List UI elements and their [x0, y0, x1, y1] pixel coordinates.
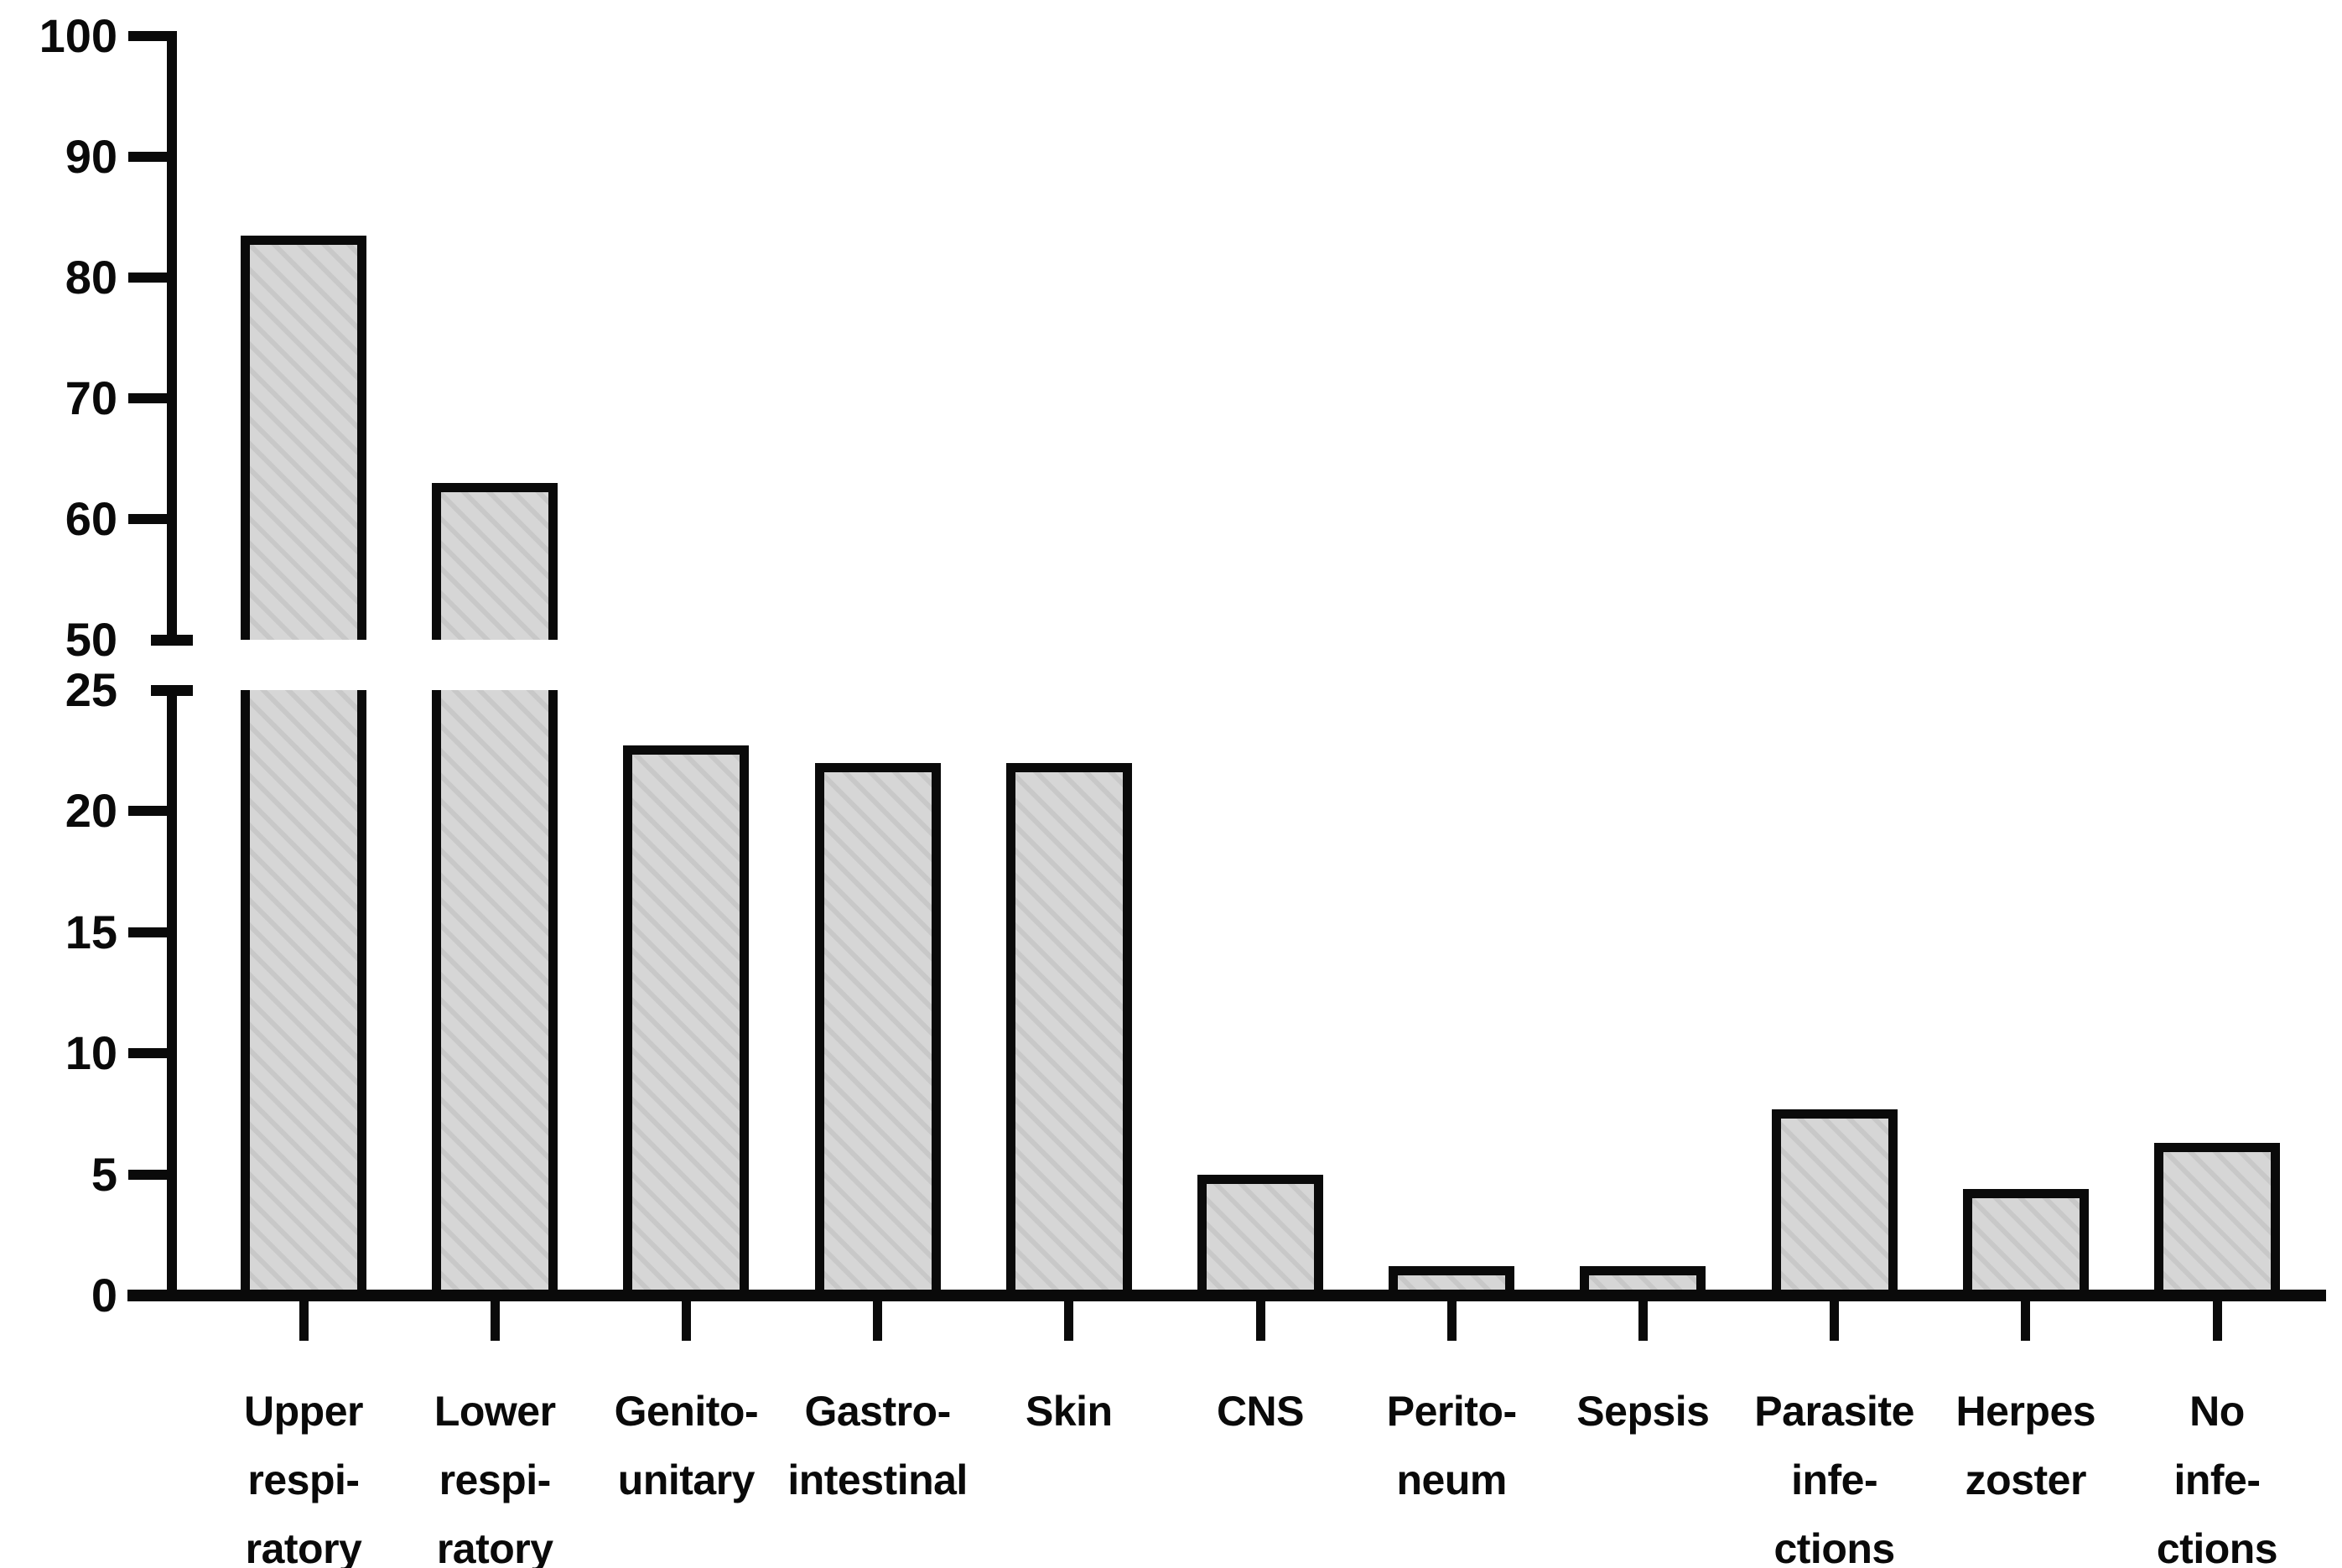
y-axis-break-cap-upper: [151, 635, 193, 646]
bar-cns: [1197, 1174, 1323, 1295]
y-tick-label-15: 15: [65, 905, 117, 958]
x-tick-no-infections: [2212, 1295, 2222, 1341]
x-tick-lower-respiratory: [490, 1295, 500, 1341]
y-tick-70: [128, 393, 172, 403]
bar-lower-respiratory-upper-segment: [432, 482, 558, 640]
x-tick-gastro-intestinal: [873, 1295, 883, 1341]
x-tick-peritoneum: [1446, 1295, 1457, 1341]
y-tick-10: [128, 1048, 172, 1059]
x-label-cns: CNS: [1216, 1388, 1305, 1435]
x-label-lower-respiratory: Lower respi- ratory: [434, 1388, 556, 1568]
x-tick-parasite-infections: [1830, 1295, 1840, 1341]
bar-gastro-intestinal: [814, 762, 941, 1295]
y-tick-80: [128, 273, 172, 283]
x-label-genito-unitary: Genito- unitary: [614, 1388, 759, 1503]
y-tick-label-5: 5: [91, 1147, 117, 1201]
bar-upper-respiratory-lower-segment: [241, 690, 366, 1295]
y-tick-100: [128, 31, 172, 41]
bar-herpes-zoster: [1962, 1188, 2089, 1295]
x-label-sepsis: Sepsis: [1576, 1388, 1710, 1435]
y-tick-label-80: 80: [65, 251, 117, 304]
x-axis: [127, 1290, 2326, 1301]
y-tick-label-70: 70: [65, 371, 117, 424]
x-label-parasite-infections: Parasite infe- ctions: [1754, 1388, 1914, 1568]
y-tick-15: [128, 927, 172, 937]
y-axis-lower-segment: [167, 685, 177, 1301]
y-tick-label-20: 20: [65, 784, 117, 838]
x-tick-sepsis: [1638, 1295, 1648, 1341]
y-tick-label-100: 100: [39, 9, 117, 62]
y-tick-20: [128, 806, 172, 817]
bar-upper-respiratory-upper-segment: [241, 235, 366, 640]
x-tick-upper-respiratory: [299, 1295, 309, 1341]
y-tick-60: [128, 514, 172, 524]
x-label-gastro-intestinal: Gastro- intestinal: [787, 1388, 968, 1503]
y-tick-label-90: 90: [65, 130, 117, 183]
bar-no-infections: [2154, 1143, 2280, 1295]
y-tick-5: [128, 1169, 172, 1180]
x-label-upper-respiratory: Upper respi- ratory: [244, 1388, 363, 1568]
y-axis-break-cap-lower: [151, 685, 193, 696]
y-tick-label-25: 25: [65, 663, 117, 716]
y-tick-label-50: 50: [65, 613, 117, 666]
bar-lower-respiratory-lower-segment: [432, 690, 558, 1295]
bar-genito-unitary: [623, 745, 750, 1295]
x-label-herpes-zoster: Herpes zoster: [1955, 1388, 2096, 1503]
y-tick-90: [128, 152, 172, 162]
bar-parasite-infections: [1771, 1109, 1898, 1295]
x-tick-skin: [1064, 1295, 1074, 1341]
x-tick-herpes-zoster: [2021, 1295, 2031, 1341]
y-tick-label-10: 10: [65, 1026, 117, 1080]
y-axis-upper-segment: [167, 31, 177, 645]
x-label-peritoneum: Perito- neum: [1386, 1388, 1517, 1503]
x-tick-genito-unitary: [681, 1295, 691, 1341]
x-label-no-infections: No infe- ctions: [2156, 1388, 2278, 1568]
y-tick-label-60: 60: [65, 492, 117, 545]
y-tick-label-0: 0: [91, 1269, 117, 1321]
bar-skin: [1005, 762, 1132, 1295]
x-label-skin: Skin: [1026, 1388, 1113, 1435]
x-tick-cns: [1255, 1295, 1265, 1341]
